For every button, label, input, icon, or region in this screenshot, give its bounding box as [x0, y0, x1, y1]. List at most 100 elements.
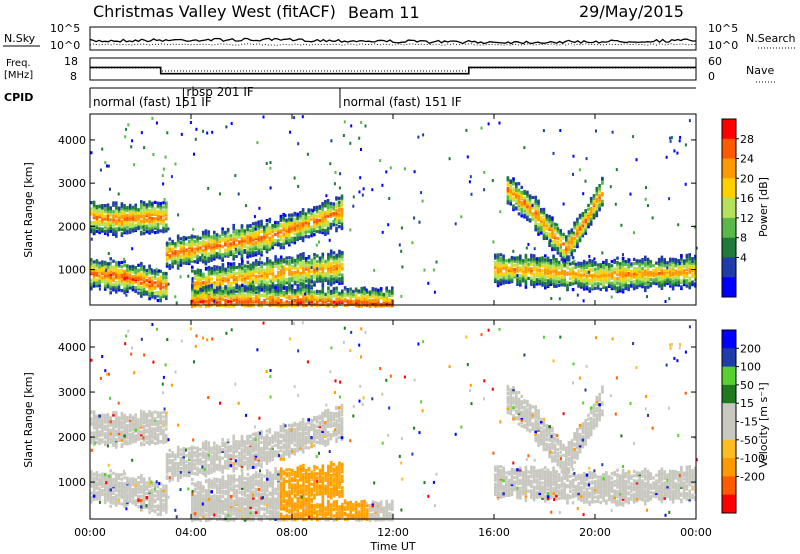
- power-noise-cell: [201, 289, 204, 293]
- velocity-cell: [131, 428, 135, 432]
- power-cell: [145, 220, 149, 224]
- power-cell: [520, 205, 524, 209]
- power-cell: [565, 237, 568, 242]
- power-cell: [596, 271, 600, 275]
- power-cell: [243, 239, 247, 243]
- power-cell: [257, 220, 260, 224]
- power-cell: [540, 222, 543, 226]
- power-cell: [346, 299, 350, 303]
- power-cell: [199, 297, 202, 301]
- power-noise-cell: [695, 246, 698, 250]
- velocity-cell: [101, 424, 104, 428]
- velocity-cell: [159, 432, 162, 436]
- power-noise-cell: [328, 238, 331, 242]
- power-cell: [573, 223, 576, 227]
- power-cell: [694, 259, 697, 263]
- power-cell: [201, 235, 205, 239]
- power-cell: [263, 280, 266, 284]
- velocity-cell: [112, 411, 115, 415]
- power-noise-cell: [684, 182, 687, 186]
- power-cell: [95, 278, 99, 282]
- power-cell: [285, 281, 288, 285]
- power-cell: [644, 269, 647, 273]
- power-cell: [126, 229, 129, 233]
- power-cell: [565, 251, 568, 255]
- power-cell: [224, 242, 227, 246]
- power-noise-cell: [166, 131, 169, 135]
- power-noise-cell: [435, 260, 438, 264]
- power-cell: [285, 302, 288, 306]
- power-cell: [277, 300, 280, 304]
- power-cell: [296, 298, 300, 302]
- power-noise-cell: [193, 152, 195, 156]
- power-noise-cell: [161, 174, 164, 178]
- power-cell: [151, 210, 154, 214]
- power-cell: [635, 270, 639, 274]
- power-cell: [291, 289, 294, 293]
- power-cell: [117, 213, 121, 217]
- power-cell: [216, 290, 219, 294]
- nave-tick-top: 60: [708, 55, 722, 68]
- power-cell: [279, 265, 283, 269]
- power-cell: [352, 299, 355, 303]
- power-cell: [128, 210, 132, 214]
- power-cell: [557, 260, 561, 264]
- power-cell: [341, 251, 344, 255]
- power-cell: [240, 255, 244, 259]
- power-cell: [92, 216, 96, 220]
- power-cell: [682, 273, 686, 277]
- power-cell: [616, 278, 619, 282]
- power-cell: [109, 275, 112, 279]
- power-cell: [327, 282, 330, 286]
- power-cell: [510, 258, 514, 262]
- power-cell: [680, 268, 683, 272]
- power-cell: [530, 262, 533, 266]
- power-cell: [137, 268, 140, 272]
- power-cell: [663, 280, 666, 284]
- power-cell: [534, 228, 537, 232]
- power-cell: [218, 271, 222, 276]
- power-cell: [227, 286, 230, 290]
- power-noise-cell: [281, 265, 284, 269]
- velocity-cell: [103, 496, 107, 501]
- power-cell: [616, 290, 619, 294]
- velocity-cell: [123, 440, 126, 444]
- power-cell: [227, 262, 230, 266]
- power-noise-cell: [388, 197, 391, 200]
- power-cell: [277, 288, 280, 293]
- power-cell: [382, 302, 386, 306]
- power-cell: [123, 286, 126, 290]
- power-cell: [520, 203, 524, 207]
- power-cell: [624, 273, 628, 277]
- power-cell: [95, 223, 99, 227]
- velocity-cell: [117, 426, 121, 430]
- power-cell: [573, 242, 576, 246]
- power-cell: [341, 276, 344, 280]
- power-cell: [210, 291, 213, 295]
- power-cell: [218, 253, 222, 257]
- power-noise-cell: [168, 263, 171, 267]
- velocity-cell: [151, 420, 154, 424]
- power-cell: [227, 279, 230, 283]
- power-cell: [165, 277, 168, 281]
- power-cell: [598, 202, 601, 206]
- power-cell: [553, 222, 557, 226]
- power-cell: [288, 262, 291, 266]
- power-cell: [570, 245, 574, 249]
- velocity-cell: [90, 495, 93, 499]
- power-cell: [98, 209, 101, 213]
- power-cell: [213, 257, 216, 261]
- velocity-cell: [162, 424, 165, 428]
- power-cell: [299, 298, 302, 302]
- power-cell: [140, 219, 143, 223]
- power-cell: [291, 295, 294, 299]
- velocity-cell: [126, 440, 129, 444]
- velocity-cell: [120, 489, 124, 493]
- power-cell: [246, 304, 250, 308]
- velocity-cell: [103, 415, 107, 419]
- power-cell: [577, 263, 580, 267]
- power-cell: [515, 188, 518, 192]
- power-cell: [610, 259, 614, 264]
- power-cell: [391, 299, 394, 303]
- power-cell: [249, 286, 252, 290]
